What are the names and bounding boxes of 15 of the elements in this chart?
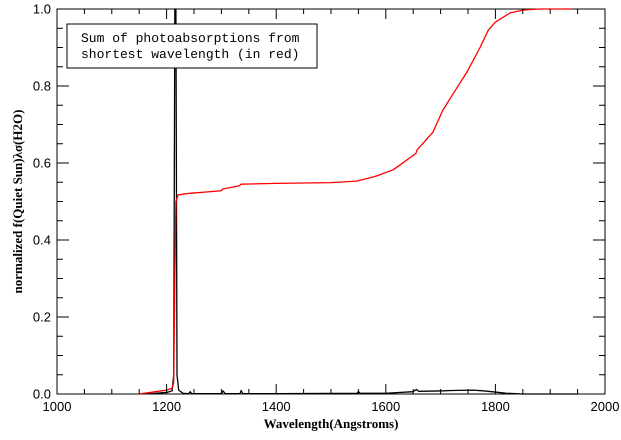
x-tick-label: 1200 <box>152 399 182 414</box>
x-tick-label: 1600 <box>371 399 400 414</box>
y-tick-label: 1.0 <box>32 2 51 16</box>
y-tick-label: 0.0 <box>32 386 51 402</box>
y-axis-title: normalized f(Quiet Sun)λσ(H2O) <box>10 110 25 294</box>
annotation: Sum of photoabsorptions from shortest wavelength (in red) <box>81 31 300 62</box>
x-tick-label: 1400 <box>262 399 291 414</box>
x-tick-label: 1800 <box>480 399 510 414</box>
y-tick-label: 0.6 <box>32 156 51 170</box>
x-tick-label: 1000 <box>42 399 72 414</box>
x-axis-title: Wavelength(Angstroms) <box>264 416 398 431</box>
x-tick-label: 2000 <box>590 399 620 414</box>
y-tick-label: 0.4 <box>32 232 51 248</box>
y-tick-label: 0.2 <box>32 310 51 324</box>
y-tick-label: 0.8 <box>32 78 51 94</box>
